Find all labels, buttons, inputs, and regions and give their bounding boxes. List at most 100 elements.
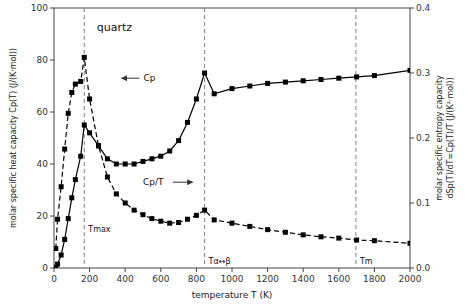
y2-tick	[410, 138, 414, 139]
y2-tick	[410, 8, 414, 9]
data-point	[82, 55, 87, 60]
y-tick-label: 100	[31, 3, 48, 13]
data-point	[141, 212, 146, 217]
y-tick-label: 20	[37, 211, 49, 221]
y-tick	[50, 8, 54, 9]
x-tick	[267, 268, 268, 272]
data-point	[73, 82, 78, 87]
data-point	[176, 138, 181, 143]
y-axis-label: molar specific heat capacity Cp(T) (J/(K…	[9, 48, 18, 228]
data-point	[158, 154, 163, 159]
data-point	[149, 156, 154, 161]
data-point	[212, 91, 217, 96]
data-point	[202, 208, 207, 213]
data-point	[149, 216, 154, 221]
x-tick	[374, 268, 375, 272]
data-point	[265, 81, 270, 86]
y-tick-label: 80	[37, 55, 49, 65]
y-tick	[50, 268, 54, 269]
y-tick	[50, 60, 54, 61]
x-tick-label: 0	[51, 274, 57, 284]
series-line	[56, 70, 410, 267]
data-point	[372, 238, 377, 243]
y2-axis-label: dSp(T)/dT=Cp(T)/T (J/(K²·mol))	[446, 77, 455, 198]
x-tick-label: 2000	[399, 274, 422, 284]
data-point	[408, 241, 411, 246]
y2-tick-label: 0.3	[416, 68, 430, 78]
series-line	[56, 57, 410, 248]
x-tick	[125, 268, 126, 272]
y2-tick	[410, 203, 414, 204]
data-point	[66, 216, 71, 221]
data-point	[87, 130, 92, 135]
data-point	[87, 97, 92, 102]
data-point	[78, 154, 83, 159]
data-point	[212, 217, 217, 222]
data-point	[265, 227, 270, 232]
data-point	[105, 156, 110, 161]
data-point	[82, 123, 87, 128]
data-point	[69, 90, 74, 95]
vline-label: Tα↔β	[208, 257, 231, 266]
data-point	[301, 78, 306, 83]
annotation: Cp	[143, 73, 155, 83]
x-tick-label: 1000	[221, 274, 244, 284]
data-point	[66, 111, 71, 116]
data-point	[176, 220, 181, 225]
data-point	[194, 97, 199, 102]
x-tick-label: 800	[188, 274, 205, 284]
y-tick-label: 60	[37, 107, 49, 117]
data-point	[123, 162, 128, 167]
x-tick-label: 200	[81, 274, 98, 284]
data-point	[96, 143, 101, 148]
x-tick	[232, 268, 233, 272]
data-point	[62, 147, 67, 152]
data-point	[336, 236, 341, 241]
data-point	[185, 217, 190, 222]
vline	[84, 8, 85, 268]
data-point	[114, 191, 119, 196]
data-point	[123, 201, 128, 206]
x-tick	[196, 268, 197, 272]
vline	[204, 8, 205, 268]
data-point	[319, 77, 324, 82]
plot-frame	[54, 8, 410, 268]
data-point	[247, 224, 252, 229]
data-point	[336, 76, 341, 81]
x-tick	[54, 268, 55, 272]
x-tick-label: 1600	[327, 274, 350, 284]
annotation-arrow	[173, 182, 193, 183]
data-point	[59, 184, 64, 189]
data-point	[283, 230, 288, 235]
x-tick	[338, 268, 339, 272]
data-point	[319, 234, 324, 239]
data-point	[202, 71, 207, 76]
data-point	[96, 143, 101, 148]
y2-tick-label: 0.4	[416, 3, 431, 13]
data-point	[59, 253, 64, 258]
title: quartz	[97, 21, 133, 34]
vline-label: Tmax	[87, 225, 111, 234]
y-tick-label: 0	[42, 263, 48, 273]
data-point	[283, 80, 288, 85]
data-point	[230, 221, 235, 226]
data-point	[141, 159, 146, 164]
y-tick	[50, 112, 54, 113]
y2-tick	[410, 268, 414, 269]
x-tick-label: 1200	[256, 274, 279, 284]
x-tick	[160, 268, 161, 272]
data-point	[78, 79, 83, 84]
data-point	[230, 86, 235, 91]
plot-area	[54, 8, 410, 268]
data-point	[132, 162, 137, 167]
data-point	[73, 177, 78, 182]
data-point	[158, 219, 163, 224]
y-tick	[50, 164, 54, 165]
data-point	[247, 84, 252, 89]
x-tick	[410, 268, 411, 272]
vline-label: Tm	[359, 257, 373, 266]
x-tick-label: 1800	[363, 274, 386, 284]
y2-axis-label: molar specific entropy capacity	[435, 75, 444, 201]
chart: 0200400600800100012001400160018002000020…	[0, 0, 474, 304]
y-tick	[50, 216, 54, 217]
